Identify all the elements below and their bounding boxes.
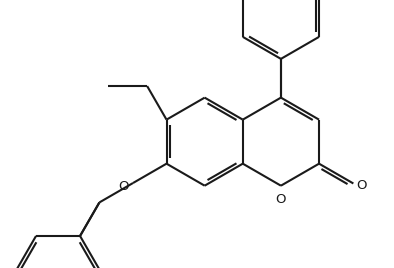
- Text: O: O: [276, 193, 286, 206]
- Text: O: O: [357, 179, 367, 192]
- Text: O: O: [119, 180, 129, 193]
